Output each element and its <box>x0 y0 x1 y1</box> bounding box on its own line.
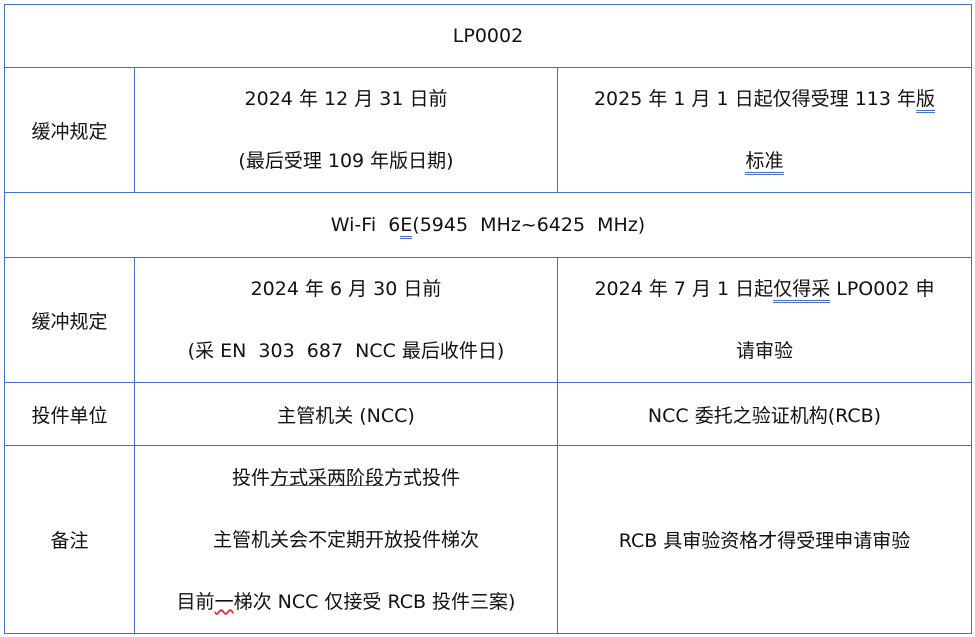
text: 投件 <box>231 466 270 489</box>
text: 2025 年 1 月 1 日起仅得受理 113 年 <box>593 88 917 110</box>
wifi-row: Wi-Fi 6E(5945 MHz~6425 MHz) <box>4 192 972 258</box>
notes-left: 投件方式采两阶段方式投件 主管机关会不定期开放投件梯次 目前一梯次 NCC 仅接… <box>134 445 558 634</box>
text-line: 请审验 <box>735 340 793 362</box>
text: 梯次 NCC 仅接受 RCB 投件三案) <box>233 590 516 613</box>
wifi-cell: Wi-Fi 6E(5945 MHz~6425 MHz) <box>4 192 972 258</box>
underlined-text: E <box>400 214 413 239</box>
text-line: (采 EN 303 687 NCC 最后收件日) <box>187 340 505 362</box>
underlined-text: 仅得采 <box>773 278 831 303</box>
text-line: 2024 年 12 月 31 日前 <box>244 88 448 110</box>
underlined-text: 方式采两阶段 <box>269 466 384 489</box>
text-line: 2024 年 6 月 30 日前 <box>250 278 442 300</box>
text: 目前 <box>176 590 215 613</box>
text-line: 2025 年 1 月 1 日起仅得受理 113 年版 <box>558 68 971 130</box>
submission-label: 投件单位 <box>4 382 135 446</box>
text-line: 目前一梯次 NCC 仅接受 RCB 投件三案) <box>135 571 557 633</box>
underlined-text: 版 <box>916 88 936 113</box>
title-cell: LP0002 <box>4 4 972 68</box>
buffer-left-cell: 2024 年 12 月 31 日前 (最后受理 109 年版日期) <box>134 67 558 193</box>
text-line: 主管机关会不定期开放投件梯次 <box>212 528 479 551</box>
submission-left: 主管机关 (NCC) <box>134 382 558 446</box>
underlined-text: 标准 <box>745 150 784 175</box>
regulation-table: LP0002 缓冲规定 2024 年 12 月 31 日前 (最后受理 109 … <box>4 4 972 634</box>
text: 方式投件 <box>384 466 461 489</box>
text: (5945 MHz~6425 MHz) <box>412 214 646 236</box>
text: LPO002 申 <box>830 278 935 300</box>
submission-row: 投件单位 主管机关 (NCC) NCC 委托之验证机构(RCB) <box>4 382 972 446</box>
spellcheck-text: 一 <box>214 590 234 613</box>
buffer-row-2: 缓冲规定 2024 年 6 月 30 日前 (采 EN 303 687 NCC … <box>4 257 972 383</box>
buffer-right-cell: 2025 年 1 月 1 日起仅得受理 113 年版 标准 <box>557 67 972 193</box>
title-row: LP0002 <box>4 4 972 68</box>
submission-right: NCC 委托之验证机构(RCB) <box>557 382 972 446</box>
buffer-label: 缓冲规定 <box>4 257 135 383</box>
notes-row: 备注 投件方式采两阶段方式投件 主管机关会不定期开放投件梯次 目前一梯次 NCC… <box>4 445 972 634</box>
text-line: 2024 年 7 月 1 日起仅得采 LPO002 申 <box>558 258 971 320</box>
buffer-right-cell: 2024 年 7 月 1 日起仅得采 LPO002 申 请审验 <box>557 257 972 383</box>
buffer-row-1: 缓冲规定 2024 年 12 月 31 日前 (最后受理 109 年版日期) 2… <box>4 67 972 193</box>
text-line: 投件方式采两阶段方式投件 <box>135 447 557 509</box>
text: Wi-Fi 6 <box>330 214 401 236</box>
text-line: (最后受理 109 年版日期) <box>238 150 454 172</box>
buffer-left-cell: 2024 年 6 月 30 日前 (采 EN 303 687 NCC 最后收件日… <box>134 257 558 383</box>
text-line: 标准 <box>558 130 971 192</box>
notes-right: RCB 具审验资格才得受理申请审验 <box>557 445 972 634</box>
text: 2024 年 7 月 1 日起 <box>594 278 774 300</box>
notes-label: 备注 <box>4 445 135 634</box>
buffer-label: 缓冲规定 <box>4 67 135 193</box>
